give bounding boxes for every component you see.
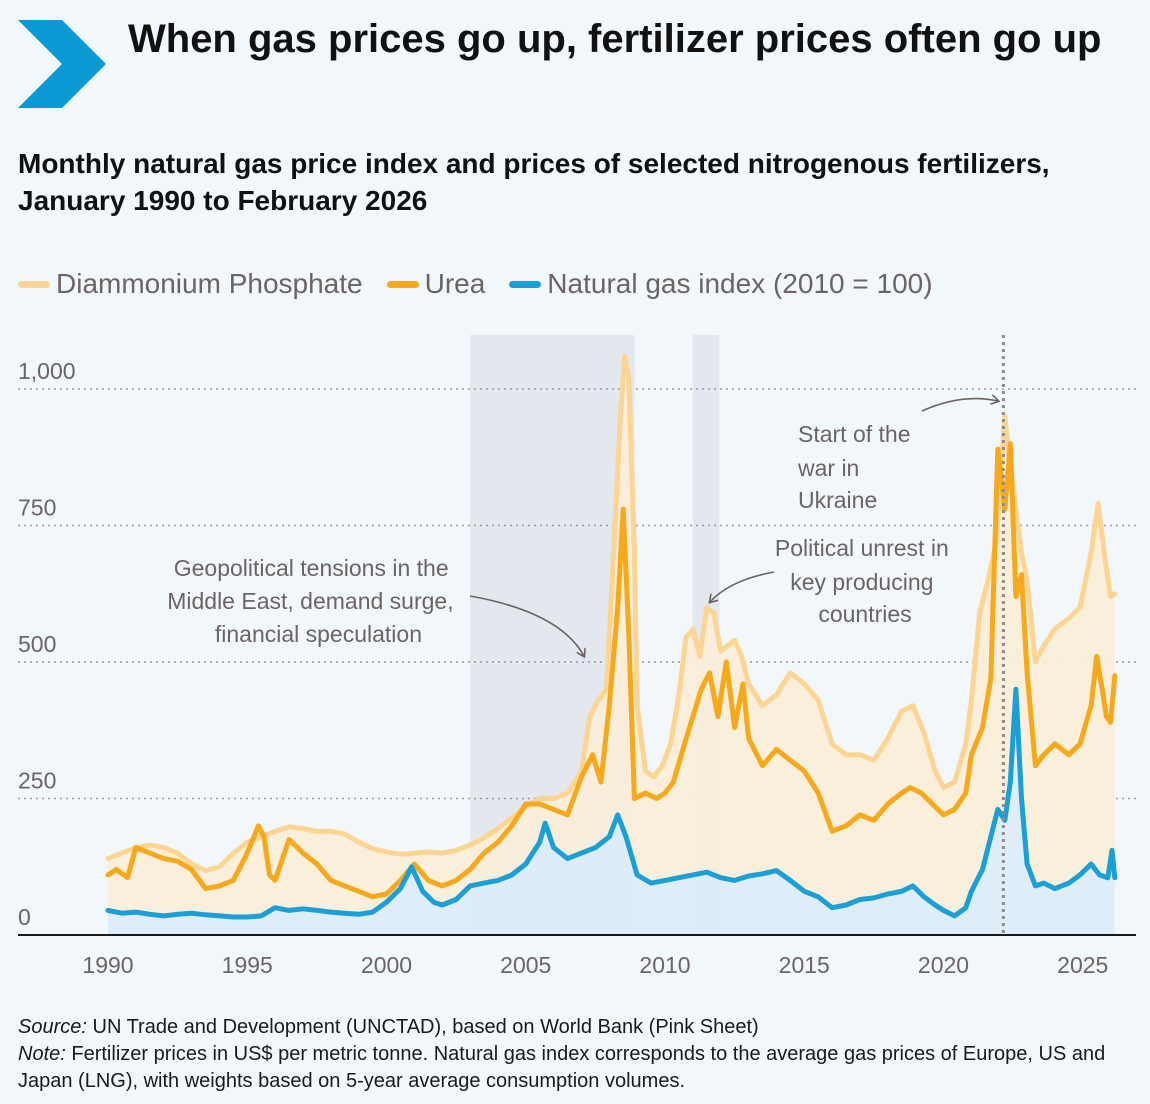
x-tick-label-2025: 2025 bbox=[1057, 952, 1108, 978]
annotation-political-unrest-l3: countries bbox=[818, 601, 911, 627]
note-text: Fertilizer prices in US$ per metric tonn… bbox=[18, 1043, 1106, 1092]
annotation-political-unrest-l2: key producing bbox=[790, 569, 933, 595]
source-line: Source: UN Trade and Development (UNCTAD… bbox=[18, 1014, 1138, 1041]
chart-subtitle: Monthly natural gas price index and pric… bbox=[18, 148, 1050, 216]
x-tick-label-2010: 2010 bbox=[639, 952, 690, 978]
legend-item-gas[interactable]: Natural gas index (2010 = 100) bbox=[509, 268, 933, 300]
y-tick-label-500: 500 bbox=[18, 631, 56, 657]
annotation-arrows bbox=[469, 399, 998, 656]
legend-swatch-urea bbox=[386, 280, 419, 288]
chart-title: When gas prices go up, fertilizer prices… bbox=[128, 17, 1102, 61]
source-label: Source: bbox=[18, 1016, 87, 1038]
annotation-political-unrest: Political unrest in key producing countr… bbox=[775, 535, 955, 627]
source-text: UN Trade and Development (UNCTAD), based… bbox=[92, 1016, 759, 1038]
x-tick-label-2005: 2005 bbox=[500, 952, 551, 978]
annotations: Geopolitical tensions in the Middle East… bbox=[167, 421, 955, 647]
arrow-political-unrest bbox=[710, 571, 775, 602]
annotation-ukraine-war-l3: Ukraine bbox=[798, 487, 877, 513]
annotation-middle-east-l3: financial speculation bbox=[215, 621, 422, 647]
y-tick-label-250: 250 bbox=[18, 768, 56, 794]
annotation-middle-east-l1: Geopolitical tensions in the bbox=[174, 555, 449, 581]
header: When gas prices go up, fertilizer prices… bbox=[18, 14, 1138, 114]
annotation-ukraine-war-l2: war in bbox=[797, 455, 859, 481]
x-tick-label-1990: 1990 bbox=[82, 952, 133, 978]
legend-label-urea: Urea bbox=[424, 268, 486, 299]
x-tick-label-2020: 2020 bbox=[918, 952, 969, 978]
annotation-middle-east: Geopolitical tensions in the Middle East… bbox=[167, 555, 460, 647]
line-chart: 0 250 500 750 1,000 1990 1995 2000 2005 2010 2015 2… bbox=[18, 335, 1136, 978]
legend-label-dap: Diammonium Phosphate bbox=[56, 268, 363, 299]
line-urea bbox=[105, 441, 1118, 900]
y-tick-label-750: 750 bbox=[18, 495, 56, 521]
area-gas-band bbox=[108, 689, 1115, 935]
chevron-logo-icon bbox=[18, 20, 106, 108]
legend-swatch-gas bbox=[509, 280, 542, 288]
annotation-ukraine-war-l1: Start of the bbox=[798, 421, 911, 447]
legend-label-gas: Natural gas index (2010 = 100) bbox=[547, 268, 933, 299]
x-tick-label-1995: 1995 bbox=[222, 952, 273, 978]
y-tick-label-0: 0 bbox=[18, 904, 31, 930]
y-tick-label-1000: 1,000 bbox=[18, 358, 76, 384]
footer-notes: Source: UN Trade and Development (UNCTAD… bbox=[18, 1014, 1138, 1095]
annotation-political-unrest-l1: Political unrest in bbox=[775, 535, 949, 561]
x-tick-label-2000: 2000 bbox=[361, 952, 412, 978]
annotation-middle-east-l2: Middle East, demand surge, bbox=[167, 588, 453, 614]
note-line: Note: Fertilizer prices in US$ per metri… bbox=[18, 1041, 1138, 1095]
legend-swatch-dap bbox=[18, 280, 50, 288]
arrow-middle-east bbox=[469, 595, 584, 656]
x-tick-label-2015: 2015 bbox=[779, 952, 830, 978]
legend-item-dap[interactable]: Diammonium Phosphate bbox=[18, 268, 363, 300]
legend-item-urea[interactable]: Urea bbox=[386, 268, 486, 300]
line-diammonium-phosphate bbox=[105, 353, 1118, 874]
legend: Diammonium Phosphate Urea Natural gas in… bbox=[18, 264, 957, 304]
arrow-ukraine-war bbox=[921, 399, 998, 412]
axes: 0 250 500 750 1,000 1990 1995 2000 2005 2010 2015 2… bbox=[18, 358, 1136, 978]
note-label: Note: bbox=[18, 1043, 66, 1065]
annotation-ukraine-war: Start of the war in Ukraine bbox=[797, 421, 917, 513]
